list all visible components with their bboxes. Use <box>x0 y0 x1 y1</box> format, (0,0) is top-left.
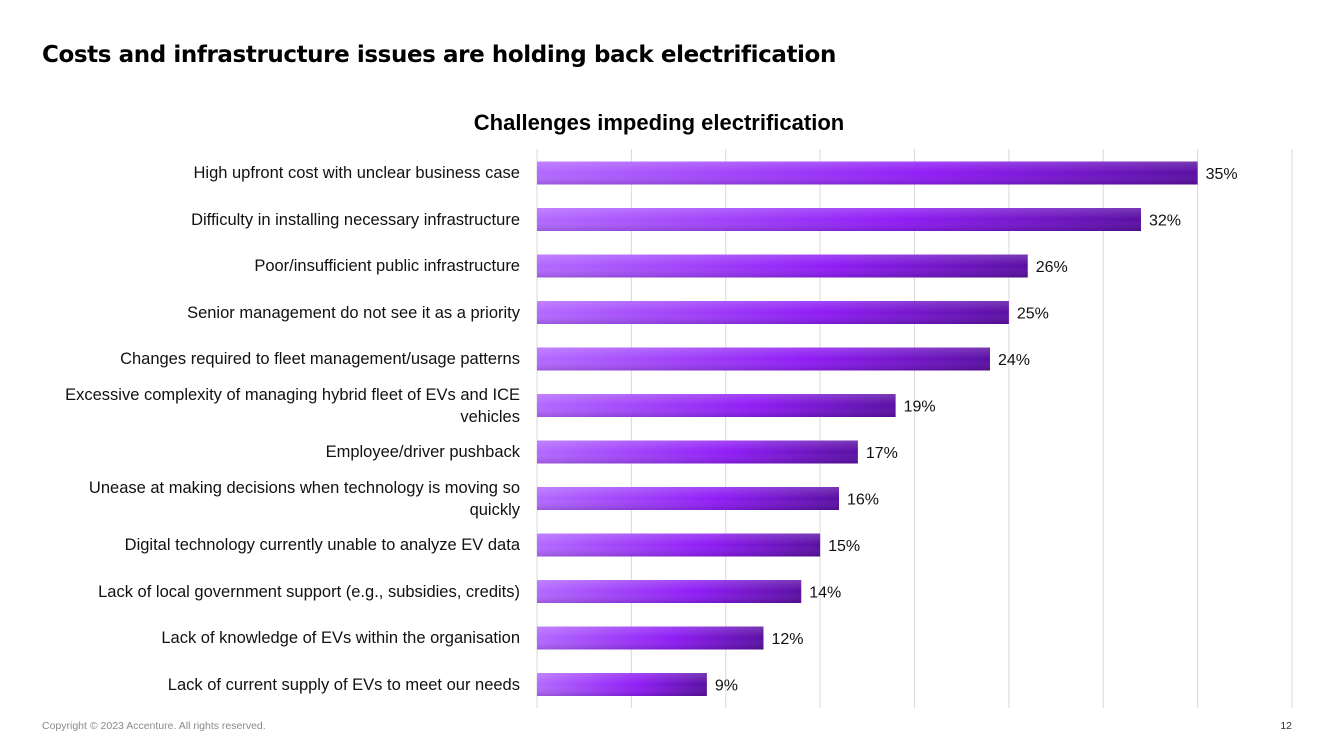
bar-shading <box>537 580 802 603</box>
value-label: 15% <box>828 538 860 555</box>
value-label: 12% <box>772 631 804 648</box>
category-label: High upfront cost with unclear business … <box>193 164 520 182</box>
value-label: 14% <box>809 585 841 602</box>
bar-shading <box>537 673 707 696</box>
bar-shading <box>537 254 1028 278</box>
value-label: 32% <box>1149 213 1181 230</box>
value-label: 35% <box>1206 166 1238 183</box>
bar-shading <box>537 394 896 417</box>
category-label: Employee/driver pushback <box>325 443 520 461</box>
value-label: 19% <box>904 399 936 416</box>
value-label: 25% <box>1017 306 1049 323</box>
bar-shading <box>537 487 839 510</box>
category-label: Lack of current supply of EVs to meet ou… <box>167 675 520 694</box>
value-label: 16% <box>847 492 879 509</box>
value-label: 9% <box>715 678 738 695</box>
page-number: 12 <box>1280 720 1292 732</box>
value-label: 26% <box>1036 259 1068 276</box>
category-label: Lack of local government support (e.g., … <box>98 582 520 601</box>
bar-shading <box>537 161 1198 185</box>
value-labels: 35% 32% 26% 25% 24% 19% 17% 16% 15% 14% 12% 9% <box>715 166 1238 695</box>
page-title: Costs and infrastructure issues are hold… <box>42 42 836 68</box>
category-label: Senior management do not see it as a pri… <box>187 303 520 322</box>
bar-shading <box>537 626 764 650</box>
category-label: Digital technology currently unable to a… <box>124 536 520 554</box>
bar-shading <box>537 440 858 464</box>
category-label: Changes required to fleet management/usa… <box>120 350 520 368</box>
bar-shading <box>537 347 990 371</box>
chart-title: Challenges impeding electrification <box>473 110 845 135</box>
category-label: Excessive complexity of managing hybrid … <box>65 385 520 426</box>
gridlines <box>536 149 1293 708</box>
bar-shading <box>537 533 821 557</box>
category-label: Lack of knowledge of EVs within the orga… <box>161 629 520 647</box>
value-label: 24% <box>998 352 1030 369</box>
category-label: Unease at making decisions when technolo… <box>88 478 520 519</box>
footer-copyright: Copyright © 2023 Accenture. All rights r… <box>42 720 266 732</box>
bars <box>537 161 1198 696</box>
category-label: Poor/insufficient public infrastructure <box>254 257 520 275</box>
bar-shading <box>537 208 1141 231</box>
bar-shading <box>537 301 1009 324</box>
category-label: Difficulty in installing necessary infra… <box>191 210 520 229</box>
value-label: 17% <box>866 445 898 462</box>
